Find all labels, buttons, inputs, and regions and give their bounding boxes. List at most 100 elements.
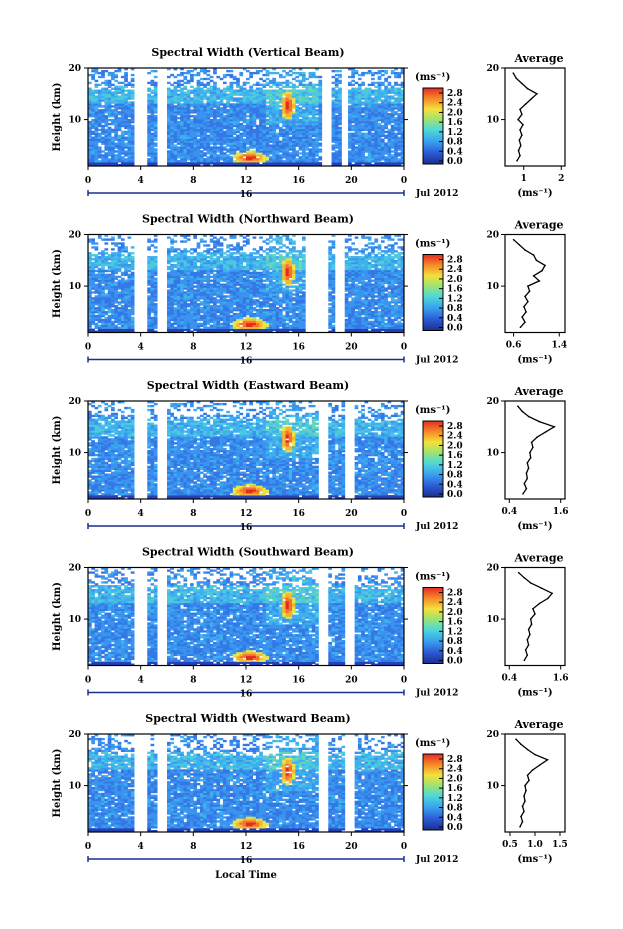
heatmap-cell [298, 138, 303, 141]
heatmap-cell [311, 158, 316, 161]
heatmap-cell [384, 109, 388, 112]
heatmap-cell [292, 103, 296, 106]
heatmap-cell [269, 117, 273, 120]
heatmap-cell [387, 89, 392, 92]
heatmap-cell [173, 164, 178, 167]
heatmap-cell [91, 158, 95, 161]
heatmap-cell [371, 91, 375, 94]
heatmap-cell [311, 156, 316, 159]
heatmap-cell [111, 115, 115, 118]
heatmap-cell [104, 124, 109, 128]
heatmap-cell [153, 69, 158, 73]
heatmap-cell [351, 140, 356, 143]
heatmap-cell [288, 115, 293, 118]
heatmap-cell [292, 126, 296, 130]
heatmap-cell [305, 105, 309, 108]
heatmap-cell [190, 142, 194, 145]
heatmap-cell [285, 99, 290, 102]
heatmap-cell [216, 160, 221, 163]
heatmap-cell [334, 101, 339, 104]
heatmap-cell [380, 152, 385, 155]
heatmap-cell [117, 89, 122, 92]
heatmap-cell [117, 69, 122, 73]
heatmap-cell [127, 160, 132, 163]
heatmap-cell [380, 130, 385, 134]
heatmap-cell [315, 162, 319, 165]
heatmap-cell [101, 91, 105, 94]
heatmap-cell [351, 103, 356, 106]
heatmap-cell [252, 146, 257, 149]
heatmap-cell [120, 99, 125, 102]
heatmap-cell [127, 263, 132, 267]
heatmap-cell [246, 107, 250, 110]
heatmap-cell [170, 246, 174, 249]
heatmap-cell [111, 308, 115, 312]
heatmap-cell [387, 134, 392, 137]
heatmap-cell [236, 117, 240, 120]
heatmap-cell [318, 150, 323, 153]
heatmap-cell [206, 111, 211, 114]
heatmap-cell [193, 164, 198, 167]
heatmap-cell [101, 154, 105, 157]
heatmap-cell [371, 81, 375, 85]
heatmap-cell [170, 118, 174, 122]
heatmap-cell [305, 158, 309, 161]
heatmap-cell [150, 89, 155, 92]
heatmap-cell [193, 289, 198, 292]
heatmap-cell [288, 73, 293, 77]
heatmap-cell [308, 73, 313, 77]
heatmap-cell [206, 101, 211, 104]
heatmap-cell [387, 146, 392, 149]
heatmap-cell [371, 150, 375, 153]
heatmap-cell [331, 122, 336, 126]
heatmap-cell [272, 71, 277, 75]
heatmap-cell [334, 77, 339, 81]
heatmap-cell [371, 158, 375, 161]
heatmap-cell [315, 68, 319, 71]
heatmap-cell [176, 97, 181, 100]
heatmap-cell [170, 115, 174, 118]
heatmap-cell [384, 99, 388, 102]
heatmap-cell [367, 150, 372, 153]
heatmap-cell [97, 162, 102, 165]
heatmap-cell [311, 150, 316, 153]
heatmap-cell [120, 91, 125, 94]
heatmap-cell [183, 113, 188, 116]
heatmap-cell [97, 150, 102, 153]
heatmap-cell [292, 85, 296, 88]
heatmap-cell [311, 160, 316, 163]
heatmap-cell [394, 128, 398, 132]
heatmap-cell [173, 120, 178, 124]
heatmap-cell [292, 132, 296, 136]
heatmap-cell [130, 246, 135, 249]
heatmap-cell [305, 132, 309, 136]
heatmap-cell [88, 113, 92, 116]
heatmap-cell [305, 140, 309, 143]
heatmap-cell [114, 158, 119, 161]
heatmap-cell [219, 248, 224, 251]
heatmap-cell [377, 136, 382, 139]
heatmap-cell [127, 83, 132, 87]
heatmap-cell [206, 87, 211, 90]
heatmap-cell [97, 132, 102, 136]
heatmap-cell [186, 138, 191, 141]
heatmap-cell [117, 156, 122, 159]
heatmap-cell [380, 111, 385, 114]
heatmap-cell [331, 103, 336, 106]
heatmap-cell [124, 152, 128, 155]
heatmap-cell [246, 69, 250, 73]
heatmap-cell [331, 154, 336, 157]
heatmap-cell [255, 93, 260, 96]
heatmap-cell [394, 111, 398, 114]
heatmap-cell [301, 75, 306, 79]
heatmap-cell [269, 93, 273, 96]
heatmap-cell [394, 124, 398, 128]
heatmap-cell [219, 132, 224, 136]
heatmap-cell [285, 154, 290, 157]
heatmap-cell [239, 132, 244, 136]
heatmap-cell [219, 140, 224, 143]
heatmap-cell [357, 164, 362, 167]
heatmap-cell [97, 103, 102, 106]
heatmap-cell [229, 148, 234, 151]
heatmap-cell [127, 154, 132, 157]
